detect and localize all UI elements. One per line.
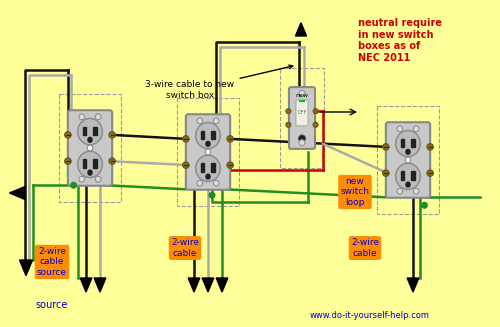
Circle shape	[427, 144, 434, 150]
FancyBboxPatch shape	[386, 122, 430, 198]
Text: OFF: OFF	[298, 111, 306, 115]
Circle shape	[70, 182, 77, 189]
Circle shape	[414, 126, 419, 132]
Bar	[82, 160, 86, 168]
Bar	[412, 171, 416, 180]
Circle shape	[298, 135, 306, 142]
Circle shape	[79, 176, 84, 182]
Circle shape	[382, 170, 389, 176]
Circle shape	[227, 136, 234, 142]
Ellipse shape	[78, 118, 102, 145]
Circle shape	[208, 192, 216, 199]
Polygon shape	[202, 278, 214, 292]
Bar	[200, 164, 204, 172]
Circle shape	[87, 145, 93, 151]
FancyBboxPatch shape	[289, 87, 315, 149]
Ellipse shape	[196, 123, 220, 149]
Bar	[400, 171, 404, 180]
Circle shape	[299, 140, 305, 146]
Bar	[200, 131, 204, 139]
Polygon shape	[188, 278, 200, 292]
FancyBboxPatch shape	[186, 114, 230, 190]
Circle shape	[64, 131, 71, 138]
Bar	[212, 131, 216, 139]
Bar	[412, 139, 416, 147]
Ellipse shape	[406, 182, 410, 187]
Bar	[400, 139, 404, 147]
Bar	[300, 100, 304, 102]
Circle shape	[299, 90, 305, 96]
Text: 2-wire
cable: 2-wire cable	[171, 238, 199, 258]
Circle shape	[286, 122, 291, 127]
Polygon shape	[80, 278, 92, 292]
Text: 2-wire
cable: 2-wire cable	[351, 238, 379, 258]
Ellipse shape	[196, 155, 220, 181]
FancyBboxPatch shape	[68, 110, 112, 186]
Polygon shape	[20, 260, 32, 276]
Circle shape	[313, 122, 318, 127]
Circle shape	[197, 118, 202, 124]
Polygon shape	[216, 278, 228, 292]
Circle shape	[214, 180, 219, 186]
Ellipse shape	[88, 137, 92, 142]
Circle shape	[197, 180, 202, 186]
Text: neutral require
in new switch
boxes as of
NEC 2011: neutral require in new switch boxes as o…	[358, 18, 442, 63]
Circle shape	[405, 157, 411, 163]
Circle shape	[182, 136, 189, 142]
Circle shape	[64, 158, 71, 164]
Text: new
switch
loop: new switch loop	[340, 177, 370, 207]
FancyBboxPatch shape	[296, 100, 308, 126]
Ellipse shape	[396, 163, 420, 190]
Circle shape	[414, 188, 419, 194]
Circle shape	[227, 162, 234, 168]
Text: www.do-it-yourself-help.com: www.do-it-yourself-help.com	[310, 312, 430, 320]
Circle shape	[313, 109, 318, 114]
Circle shape	[109, 158, 116, 164]
Bar	[94, 160, 98, 168]
Polygon shape	[10, 186, 25, 199]
Ellipse shape	[88, 170, 92, 175]
Circle shape	[397, 126, 402, 132]
Bar	[212, 164, 216, 172]
Circle shape	[286, 109, 291, 114]
Ellipse shape	[396, 130, 420, 157]
Text: source: source	[36, 300, 68, 310]
Circle shape	[397, 188, 402, 194]
Polygon shape	[94, 278, 106, 292]
Bar	[94, 127, 98, 135]
Text: 2-wire
cable
source: 2-wire cable source	[37, 247, 67, 277]
Circle shape	[205, 149, 211, 155]
Ellipse shape	[206, 174, 210, 179]
Circle shape	[427, 170, 434, 176]
Circle shape	[182, 162, 189, 168]
Bar	[82, 127, 86, 135]
Ellipse shape	[78, 151, 102, 178]
Circle shape	[96, 176, 101, 182]
Circle shape	[79, 114, 84, 120]
Circle shape	[382, 144, 389, 150]
Circle shape	[109, 131, 116, 138]
Circle shape	[96, 114, 101, 120]
Polygon shape	[296, 23, 306, 36]
Ellipse shape	[206, 141, 210, 146]
Polygon shape	[407, 278, 419, 292]
Ellipse shape	[406, 149, 410, 154]
Circle shape	[214, 118, 219, 124]
Text: 3-wire cable to new
switch box: 3-wire cable to new switch box	[146, 65, 293, 100]
Text: new: new	[296, 94, 308, 98]
Circle shape	[421, 202, 428, 209]
